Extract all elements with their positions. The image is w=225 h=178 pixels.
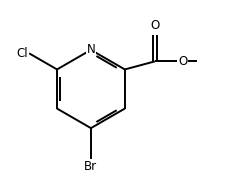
Text: O: O [177,55,186,68]
Text: Br: Br [84,160,97,173]
Text: O: O [150,19,159,32]
Text: Cl: Cl [16,47,28,60]
Text: N: N [86,43,95,56]
